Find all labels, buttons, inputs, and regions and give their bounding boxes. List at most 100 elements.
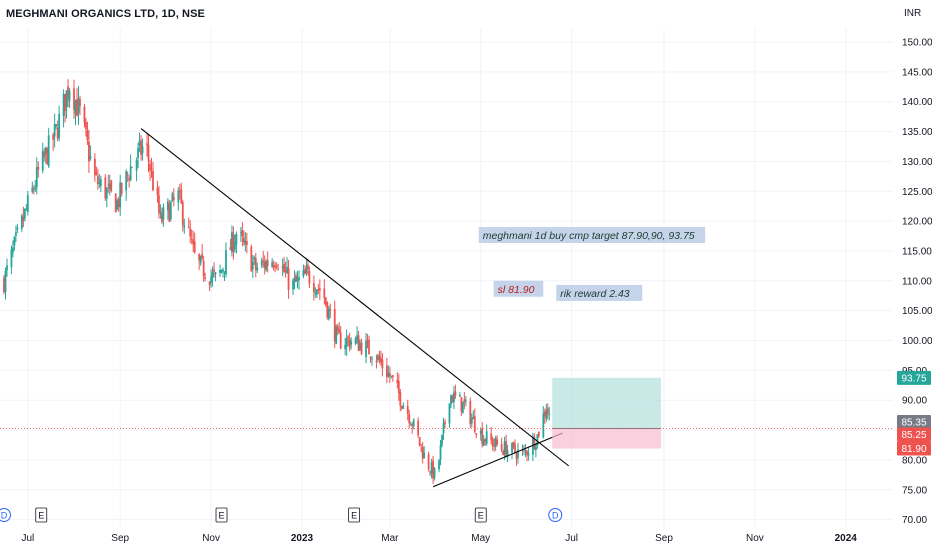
candle-body (514, 444, 516, 453)
y-tick-label: 105.00 (902, 306, 932, 317)
candle-body (344, 344, 347, 350)
candle-body (292, 280, 294, 290)
candle-body (44, 147, 47, 155)
x-tick-label: 2023 (291, 533, 314, 544)
candle-body (77, 98, 80, 113)
candle-body (225, 249, 227, 275)
event-label: E (478, 511, 484, 521)
candle-body (469, 401, 472, 425)
candle-body (308, 270, 311, 284)
candle-body (15, 232, 17, 236)
candle-body (166, 201, 169, 210)
candle-body (421, 447, 424, 459)
candle-body (26, 195, 29, 212)
candle-body (116, 200, 119, 210)
candle-body (318, 288, 321, 291)
candle-body (76, 99, 78, 116)
candle-body (470, 418, 473, 424)
candle-body (152, 170, 154, 191)
price-label-text: 93.75 (901, 373, 926, 384)
candle-body (229, 247, 232, 251)
candle-body (472, 417, 475, 420)
event-label: D (1, 511, 8, 521)
candle-body (20, 215, 23, 229)
candle-body (171, 193, 174, 201)
candle-body (484, 438, 487, 442)
annotation-text: rik reward 2.43 (560, 288, 630, 300)
earnings-marker (348, 507, 361, 523)
candle-body (141, 146, 144, 154)
candle-body (482, 439, 485, 446)
candle-body (312, 283, 315, 293)
candle-body (458, 394, 461, 397)
candle-body (408, 414, 411, 424)
candle-body (22, 216, 25, 222)
candle-body (275, 265, 278, 267)
price-label-text: 85.25 (901, 430, 926, 441)
y-tick-label: 110.00 (902, 276, 932, 287)
candle-body (326, 302, 329, 318)
candle-body (523, 449, 525, 451)
y-tick-label: 125.00 (902, 187, 932, 198)
candle-body (131, 167, 134, 169)
candle-body (265, 261, 268, 271)
candle-body (366, 339, 369, 341)
candle-body (536, 434, 539, 446)
x-tick-label: Sep (655, 533, 673, 544)
candle-body (354, 338, 357, 344)
candle-body (85, 122, 87, 130)
candle-body (378, 355, 381, 361)
candle-body (13, 237, 16, 246)
candle-body (304, 269, 306, 274)
candle-body (126, 174, 129, 176)
candle-body (223, 271, 226, 273)
candle-body (244, 240, 247, 245)
price-label-text: 81.90 (901, 444, 926, 455)
candle-body (377, 355, 379, 360)
candle-body (430, 462, 433, 475)
candle-body (503, 441, 506, 454)
candle-body (506, 450, 509, 458)
candle-body (409, 424, 412, 426)
candle-body (387, 372, 390, 377)
candle-body (453, 392, 455, 403)
candle-body (199, 256, 202, 264)
candle-body (231, 232, 233, 253)
candle-body (357, 335, 360, 351)
candle-body (433, 468, 436, 478)
candle-body (187, 227, 190, 229)
candle-body (302, 270, 305, 276)
candle-body (485, 431, 488, 444)
candle-body (193, 241, 196, 253)
candle-body (323, 288, 326, 299)
target-zone (552, 377, 662, 429)
candle-body (235, 234, 238, 245)
candle-body (481, 428, 484, 445)
candle-body (338, 329, 341, 334)
candle-body (86, 130, 89, 140)
candle-body (140, 141, 142, 155)
y-tick-label: 70.00 (902, 515, 927, 526)
candle-body (263, 261, 266, 269)
candle-body (254, 258, 257, 270)
event-label: E (219, 511, 225, 521)
candle-body (34, 186, 37, 190)
candle-body (296, 277, 299, 282)
candle-body (417, 420, 420, 436)
candle-body (266, 260, 269, 266)
candle-body (460, 397, 463, 412)
y-tick-label: 75.00 (902, 485, 927, 496)
candle-body (399, 391, 402, 406)
candle-body (35, 167, 38, 188)
candle-body (388, 373, 391, 377)
candle-body (531, 437, 534, 455)
candle-body (432, 460, 434, 479)
candle-body (543, 411, 546, 417)
candle-body (515, 454, 518, 460)
candle-body (283, 263, 285, 273)
candle-body (305, 267, 308, 273)
candle-body (177, 190, 180, 203)
candle-body (56, 128, 59, 139)
